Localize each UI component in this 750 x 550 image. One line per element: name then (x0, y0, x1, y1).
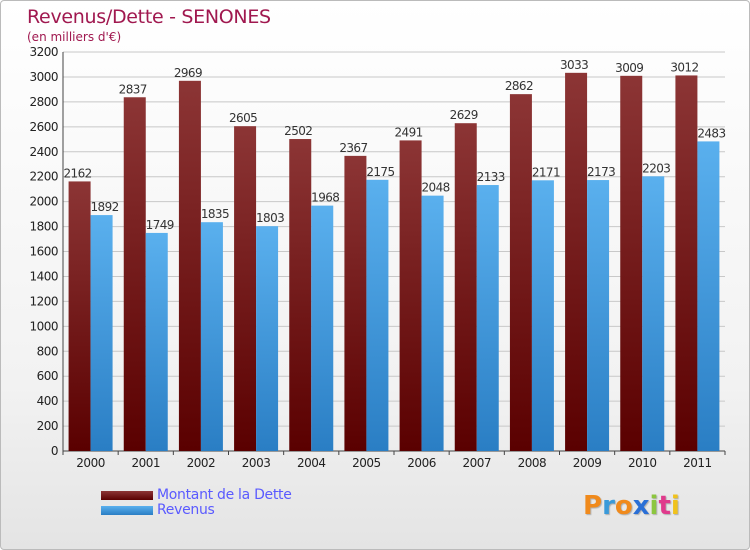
grid-lines (63, 51, 725, 452)
bar-debt-2007 (454, 123, 477, 451)
bar-revenue-2008 (531, 180, 554, 451)
value-label-revenue-2011: 2483 (697, 126, 725, 140)
value-label-revenue-2003: 1803 (256, 211, 284, 225)
value-labels: 2162 1892 2837 1749 2969 1835 2605 1803 2502 1968… (64, 58, 727, 232)
bar-debt-2011 (675, 75, 698, 451)
bar-revenue-2000 (90, 215, 113, 451)
legend-swatch-revenue (101, 505, 153, 515)
bar-revenue-2007 (476, 185, 499, 451)
bar-revenue-2011 (697, 141, 720, 451)
y-tick-label: 1600 (29, 245, 58, 259)
value-label-debt-2004: 2502 (284, 124, 312, 138)
axes: 0 200 400 600 800 1000 1200 1400 1600 1800 2000 220… (29, 45, 726, 470)
x-tick-label-2000: 2000 (76, 456, 105, 470)
y-tick-label: 2200 (29, 170, 58, 184)
value-label-debt-2005: 2367 (339, 141, 367, 155)
value-label-debt-2002: 2969 (174, 66, 202, 80)
y-tick-label: 200 (37, 419, 58, 433)
value-label-debt-2007: 2629 (450, 108, 478, 122)
logo-letter: r (602, 491, 615, 521)
value-label-debt-2011: 3012 (670, 60, 698, 74)
bar-debt-2009 (565, 72, 588, 451)
y-tick-label: 2600 (29, 120, 58, 134)
y-tick-label: 1400 (29, 269, 58, 283)
bar-revenue-2006 (421, 195, 444, 451)
x-tick-label-2005: 2005 (352, 456, 381, 470)
value-label-debt-2008: 2862 (505, 79, 533, 93)
legend-item-revenue: Revenus (101, 502, 215, 518)
x-tick-label-2007: 2007 (462, 456, 491, 470)
value-label-revenue-2009: 2173 (587, 165, 615, 179)
x-tick-label-2008: 2008 (518, 456, 547, 470)
bar-debt-2008 (509, 94, 532, 451)
y-tick-label: 2000 (29, 195, 58, 209)
bar-revenue-2005 (366, 179, 389, 451)
value-label-debt-2003: 2605 (229, 111, 257, 125)
bar-debt-2004 (289, 139, 312, 452)
y-tick-label: 3200 (29, 45, 58, 59)
logo-letter: x (632, 491, 650, 521)
x-tick-label-2001: 2001 (131, 456, 160, 470)
logo-letter: o (614, 491, 633, 521)
bar-debt-2001 (123, 97, 146, 451)
value-label-debt-2010: 3009 (615, 61, 643, 75)
y-tick-label: 400 (37, 394, 58, 408)
bar-revenue-2010 (642, 176, 665, 452)
bar-debt-2006 (399, 140, 422, 451)
bar-debt-2002 (178, 80, 201, 452)
x-tick-label-2006: 2006 (407, 456, 436, 470)
legend-item-debt: Montant de la Dette (101, 487, 292, 503)
logo-letter: P (583, 491, 603, 521)
x-tick-label-2009: 2009 (573, 456, 602, 470)
value-label-revenue-2004: 1968 (311, 191, 339, 205)
y-tick-label: 1800 (29, 220, 58, 234)
bar-revenue-2002 (200, 222, 223, 451)
x-tick-label-2004: 2004 (297, 456, 326, 470)
bar-debt-2003 (234, 126, 257, 452)
legend-swatch-debt (101, 490, 153, 500)
value-label-revenue-2008: 2171 (532, 165, 560, 179)
x-tick-label-2003: 2003 (242, 456, 271, 470)
logo-letter: t (658, 491, 671, 521)
value-label-revenue-2005: 2175 (366, 165, 394, 179)
legend-label-debt: Montant de la Dette (157, 487, 292, 503)
value-label-revenue-2000: 1892 (91, 200, 119, 214)
bars (68, 72, 720, 452)
bar-debt-2010 (620, 75, 643, 452)
bar-revenue-2001 (145, 232, 168, 451)
x-tick-label-2011: 2011 (683, 456, 712, 470)
value-label-revenue-2002: 1835 (201, 207, 229, 221)
value-label-revenue-2007: 2133 (477, 170, 505, 184)
legend-label-revenue: Revenus (157, 502, 215, 518)
bar-debt-2005 (344, 155, 367, 451)
value-label-debt-2009: 3033 (560, 58, 588, 72)
y-tick-label: 1000 (29, 319, 58, 333)
bar-revenue-2003 (256, 226, 279, 451)
y-tick-label: 800 (37, 344, 58, 358)
value-label-debt-2001: 2837 (119, 82, 147, 96)
value-label-revenue-2006: 2048 (422, 181, 450, 195)
logo-letter: i (649, 491, 659, 521)
y-tick-label: 600 (37, 369, 58, 383)
value-label-revenue-2010: 2203 (642, 161, 670, 175)
y-tick-label: 2400 (29, 145, 58, 159)
bar-revenue-2004 (311, 205, 334, 451)
y-tick-label: 1200 (29, 294, 58, 308)
logo-letter: i (670, 491, 680, 521)
y-tick-label: 3000 (29, 70, 58, 84)
x-tick-label-2010: 2010 (628, 456, 657, 470)
proxiti-logo: Proxiti (583, 491, 680, 521)
chart-subtitle: (en milliers d'€) (27, 30, 122, 44)
chart-title: Revenus/Dette - SENONES (27, 6, 271, 28)
value-label-debt-2006: 2491 (395, 125, 423, 139)
bar-revenue-2009 (587, 180, 610, 451)
value-label-revenue-2001: 1749 (146, 218, 174, 232)
x-tick-label-2002: 2002 (187, 456, 216, 470)
y-tick-label: 0 (51, 444, 58, 458)
y-tick-label: 2800 (29, 95, 58, 109)
bar-debt-2000 (68, 181, 91, 451)
value-label-debt-2000: 2162 (64, 166, 92, 180)
